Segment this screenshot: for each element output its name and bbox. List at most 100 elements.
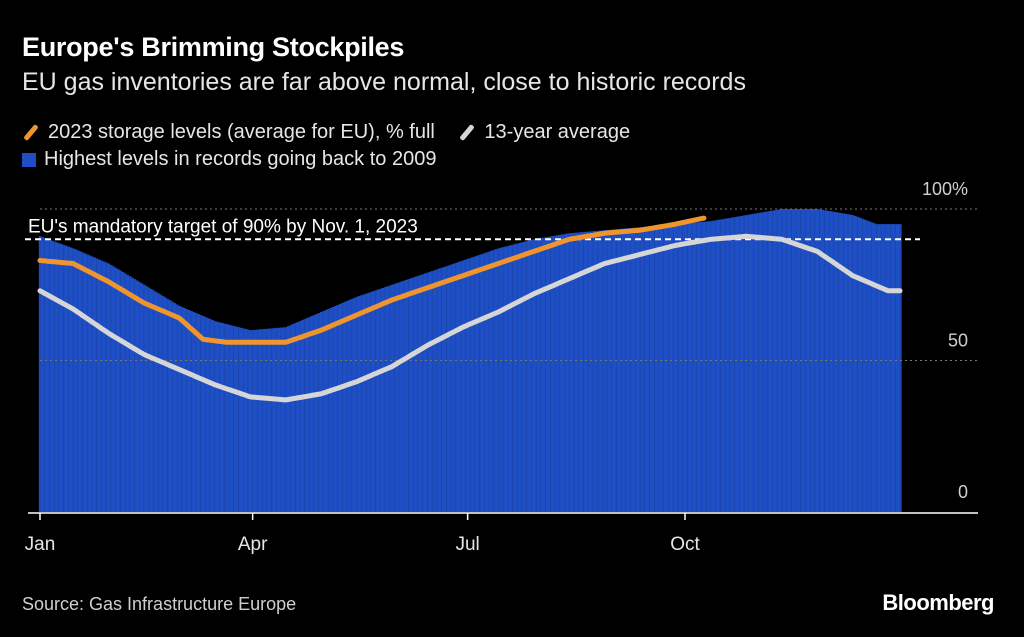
y-tick-label: 50 [948, 331, 968, 351]
max-level-bar [570, 233, 574, 512]
legend-item-average: 13-year average [458, 121, 630, 144]
max-level-bar [471, 257, 474, 512]
max-level-bar [778, 209, 782, 513]
max-level-bar [164, 297, 167, 512]
max-level-bar [542, 237, 545, 512]
max-level-bar [414, 276, 418, 512]
max-level-bar [60, 244, 63, 512]
max-level-bar [504, 246, 508, 512]
max-level-bar [537, 238, 541, 512]
max-level-bar [556, 235, 559, 512]
max-level-bar [697, 222, 701, 512]
max-level-bar [353, 297, 356, 512]
max-level-bar [518, 242, 522, 512]
max-level-bar [664, 224, 668, 512]
max-level-bar [731, 217, 734, 512]
max-level-bar [428, 271, 432, 512]
max-level-bar [376, 289, 380, 512]
max-level-bar [253, 329, 257, 512]
max-level-bar [381, 287, 385, 512]
max-level-bar [102, 261, 106, 512]
max-level-bar [773, 210, 777, 512]
max-level-bar [527, 240, 531, 512]
max-level-bar [839, 213, 843, 513]
max-level-bar [433, 270, 437, 512]
max-level-bar [69, 247, 73, 512]
max-level-bar [721, 219, 725, 512]
legend-label-2023: 2023 storage levels (average for EU), % … [48, 121, 435, 143]
max-level-bar [466, 258, 470, 512]
max-level-bar [877, 224, 881, 512]
max-level-bar [882, 224, 886, 512]
max-level-bar [149, 288, 153, 512]
max-level-bar [565, 233, 569, 513]
max-level-bar [646, 226, 649, 512]
legend-item-max: Highest levels in records going back to … [22, 148, 436, 171]
chart-subtitle: EU gas inventories are far above normal,… [22, 68, 746, 96]
max-level-bar [891, 224, 895, 512]
max-level-bar [792, 209, 796, 512]
max-level-bar [806, 209, 810, 512]
target-annotation: EU's mandatory target of 90% by Nov. 1, … [28, 216, 418, 237]
max-level-bar [116, 269, 120, 512]
max-level-bar [135, 280, 139, 512]
max-level-bar [475, 255, 479, 513]
max-level-bar [608, 229, 611, 512]
max-level-bar [419, 275, 422, 512]
max-level-bar [745, 215, 749, 512]
max-level-bar [598, 230, 602, 512]
legend-row-2: Highest levels in records going back to … [22, 148, 454, 173]
max-level-bar [438, 268, 441, 512]
max-level-bar [636, 227, 640, 512]
source-note: Source: Gas Infrastructure Europe [22, 594, 297, 614]
max-level-bar [797, 209, 800, 512]
max-level-bar [239, 327, 243, 512]
max-level-bar [452, 263, 456, 512]
max-level-bar [783, 209, 786, 512]
max-level-bar [206, 318, 210, 512]
max-level-bar [584, 231, 588, 513]
max-level-bar [187, 310, 191, 512]
max-level-bar [787, 209, 791, 512]
max-level-bar [182, 307, 186, 512]
max-level-bar [338, 303, 342, 512]
max-level-bar [868, 221, 871, 512]
max-level-bar [315, 314, 319, 512]
legend-label-max: Highest levels in records going back to … [44, 148, 437, 170]
y-tick-label: 0 [958, 482, 968, 502]
max-level-bar [480, 254, 484, 512]
max-level-bar [130, 277, 134, 512]
max-level-bar [523, 241, 526, 512]
max-level-bar [749, 214, 753, 512]
max-level-bar [551, 236, 555, 512]
max-level-bar [423, 273, 427, 512]
storage-2023-line [37, 215, 707, 345]
max-level-bar [249, 330, 252, 512]
x-tick-label: Apr [238, 534, 268, 555]
max-level-bar [405, 279, 408, 512]
max-level-bar [655, 225, 659, 513]
max-level-bar [485, 252, 489, 512]
max-level-bar [494, 249, 498, 512]
chart-title: Europe's Brimming Stockpiles [22, 32, 405, 62]
max-level-bar [305, 318, 309, 512]
max-level-bar [334, 305, 337, 512]
max-level-bar [627, 228, 630, 512]
max-level-bar [126, 274, 129, 512]
max-level-bar [301, 320, 304, 512]
legend-label-average: 13-year average [484, 121, 631, 143]
legend-row-1: 2023 storage levels (average for EU), % … [22, 118, 648, 144]
max-level-bar [93, 257, 96, 512]
max-level-bar [707, 221, 711, 512]
max-level-bar [532, 239, 536, 513]
max-level-bar [830, 211, 834, 512]
max-level-bar [650, 226, 654, 513]
max-level-bar [579, 232, 583, 513]
max-level-bar [844, 213, 848, 512]
x-tick-label: Jul [455, 534, 479, 555]
max-level-bar [244, 328, 248, 512]
max-level-bar [64, 245, 68, 513]
max-level-bar [674, 224, 678, 512]
max-level-bar [499, 247, 503, 512]
max-level-bar [820, 209, 824, 513]
